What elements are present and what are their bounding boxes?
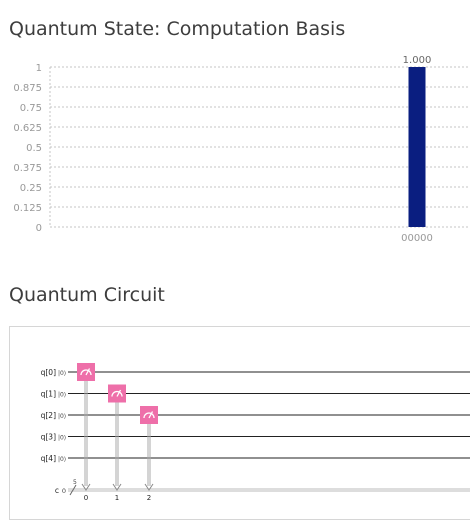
measurement-arrow: [112, 483, 122, 491]
y-tick-label: 0.875: [13, 83, 42, 94]
qubit-label: q[1]: [41, 390, 56, 399]
qubit-init-state: |0⟩: [58, 370, 66, 377]
circuit-title: Quantum Circuit: [9, 284, 165, 306]
classical-register-label: c: [55, 486, 59, 495]
x-tick-label: 00000: [401, 233, 433, 244]
measurement-gate: [140, 406, 158, 424]
chart-title: Quantum State: Computation Basis: [9, 18, 346, 40]
y-tick-label: 0.25: [20, 183, 42, 194]
y-tick-label: 0.625: [13, 123, 42, 134]
bar: [408, 67, 426, 227]
qubit-label: q[3]: [41, 433, 56, 442]
qubit-label: q[0]: [41, 368, 56, 377]
bar-chart: 0 0.125 0.25 0.375 0.5 0.625 0.75 0.875 1 1.000 00…: [13, 55, 468, 244]
meter-needle-icon: [148, 411, 154, 419]
measurement-gate: [77, 363, 95, 381]
y-tick-label: 0.5: [26, 143, 42, 154]
qubit-init-state: |0⟩: [58, 456, 66, 463]
y-tick-label: 0.125: [13, 203, 42, 214]
y-tick-label: 0.75: [20, 103, 42, 114]
meter-arc-icon: [143, 412, 155, 419]
measurement-arrow: [144, 483, 154, 491]
classical-init-value: 0: [62, 487, 66, 495]
qubit-init-state: |0⟩: [58, 435, 66, 442]
meter-needle-icon: [85, 368, 91, 376]
y-tick-label: 0: [36, 223, 42, 234]
measurement-arrow: [81, 483, 91, 491]
qubit-label: q[2]: [41, 411, 56, 420]
circuit-diagram: q[0] |0⟩q[1] |0⟩q[2] |0⟩q[3] |0⟩q[4] |0⟩c 050 1…: [41, 363, 470, 502]
circuit-panel: q[0] |0⟩ q[1] |0⟩ q[2] |0⟩ q[3] |0⟩ q[4] |0⟩ c 0 5 0 1…: [9, 326, 470, 520]
y-tick-label: 0.375: [13, 163, 42, 174]
qubit-init-state: |0⟩: [58, 413, 66, 420]
classical-bit-label: 2: [147, 494, 151, 502]
classical-bit-label: 0: [84, 494, 88, 502]
classical-bit-label: 1: [115, 494, 119, 502]
measurement-gate: [108, 384, 126, 403]
classical-width-label: 5: [73, 479, 77, 486]
bar-value-label: 1.000: [403, 55, 432, 66]
y-tick-label: 1: [36, 63, 42, 74]
classical-bundle-slash: [69, 484, 77, 496]
meter-arc-icon: [111, 390, 123, 397]
qubit-label: q[4]: [41, 454, 56, 463]
meter-needle-icon: [116, 389, 122, 397]
meter-arc-icon: [80, 369, 92, 376]
qubit-init-state: |0⟩: [58, 392, 66, 399]
